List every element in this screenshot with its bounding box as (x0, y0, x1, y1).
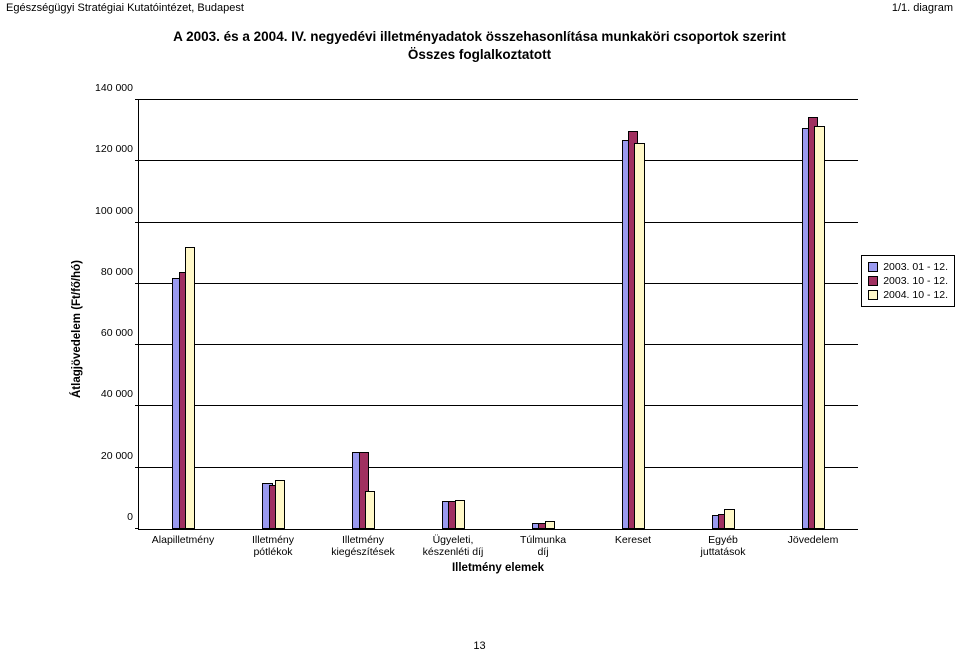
bar (724, 509, 734, 529)
y-tick-mark (135, 160, 139, 161)
gridline (139, 405, 858, 406)
gridline (139, 99, 858, 100)
gridline (139, 222, 858, 223)
bar (634, 143, 644, 529)
y-tick-mark (135, 405, 139, 406)
y-tick-mark (135, 222, 139, 223)
y-tick-mark (135, 528, 139, 529)
y-tick-mark (135, 99, 139, 100)
y-tick-mark (135, 467, 139, 468)
legend-item: 2004. 10 - 12. (868, 288, 948, 302)
y-tick-label: 60 000 (101, 327, 139, 339)
x-tick-label: Alapilletmény (152, 534, 214, 546)
bar (545, 521, 555, 529)
y-tick-label: 80 000 (101, 266, 139, 278)
title-line1: A 2003. és a 2004. IV. negyedévi illetmé… (0, 28, 959, 46)
bar (185, 247, 195, 529)
page-number: 13 (0, 640, 959, 652)
chart-title: A 2003. és a 2004. IV. negyedévi illetmé… (0, 28, 959, 64)
y-tick-mark (135, 283, 139, 284)
legend-item: 2003. 01 - 12. (868, 260, 948, 274)
legend-label: 2003. 01 - 12. (883, 261, 948, 273)
legend-swatch (868, 262, 878, 272)
y-tick-label: 40 000 (101, 388, 139, 400)
gridline (139, 467, 858, 468)
gridline (139, 160, 858, 161)
gridline (139, 344, 858, 345)
bar (275, 480, 285, 529)
y-tick-label: 0 (127, 511, 139, 523)
legend-label: 2004. 10 - 12. (883, 289, 948, 301)
y-tick-label: 140 000 (95, 82, 139, 94)
y-tick-mark (135, 344, 139, 345)
gridline (139, 283, 858, 284)
x-tick-label: Jövedelem (788, 534, 839, 546)
bar (814, 126, 824, 529)
legend-label: 2003. 10 - 12. (883, 275, 948, 287)
legend: 2003. 01 - 12. 2003. 10 - 12. 2004. 10 - 1… (861, 255, 955, 307)
x-tick-label: Kereset (615, 534, 651, 546)
x-tick-label: Túlmunkadíj (520, 534, 566, 558)
bar (365, 491, 375, 529)
bar (455, 500, 465, 529)
title-line2: Összes foglalkoztatott (0, 46, 959, 64)
y-tick-label: 20 000 (101, 450, 139, 462)
y-tick-label: 120 000 (95, 143, 139, 155)
header-left: Egészségügyi Stratégiai Kutatóintézet, B… (6, 2, 244, 14)
legend-swatch (868, 276, 878, 286)
y-tick-label: 100 000 (95, 205, 139, 217)
legend-swatch (868, 290, 878, 300)
legend-item: 2003. 10 - 12. (868, 274, 948, 288)
plot-area: 020 00040 00060 00080 000100 000120 0001… (138, 100, 858, 530)
bars-layer (139, 100, 858, 529)
x-tick-label: Ügyeleti,készenléti díj (423, 534, 484, 558)
header-right: 1/1. diagram (892, 2, 953, 14)
x-axis-label: Illetmény elemek (138, 562, 858, 574)
x-tick-label: Illetménypótlékok (252, 534, 294, 558)
x-tick-label: Illetménykiegészítések (331, 534, 395, 558)
page-header: Egészségügyi Stratégiai Kutatóintézet, B… (0, 0, 959, 14)
x-tick-label: Egyébjuttatások (701, 534, 746, 558)
chart-area: 020 00040 00060 00080 000100 000120 0001… (80, 100, 860, 570)
